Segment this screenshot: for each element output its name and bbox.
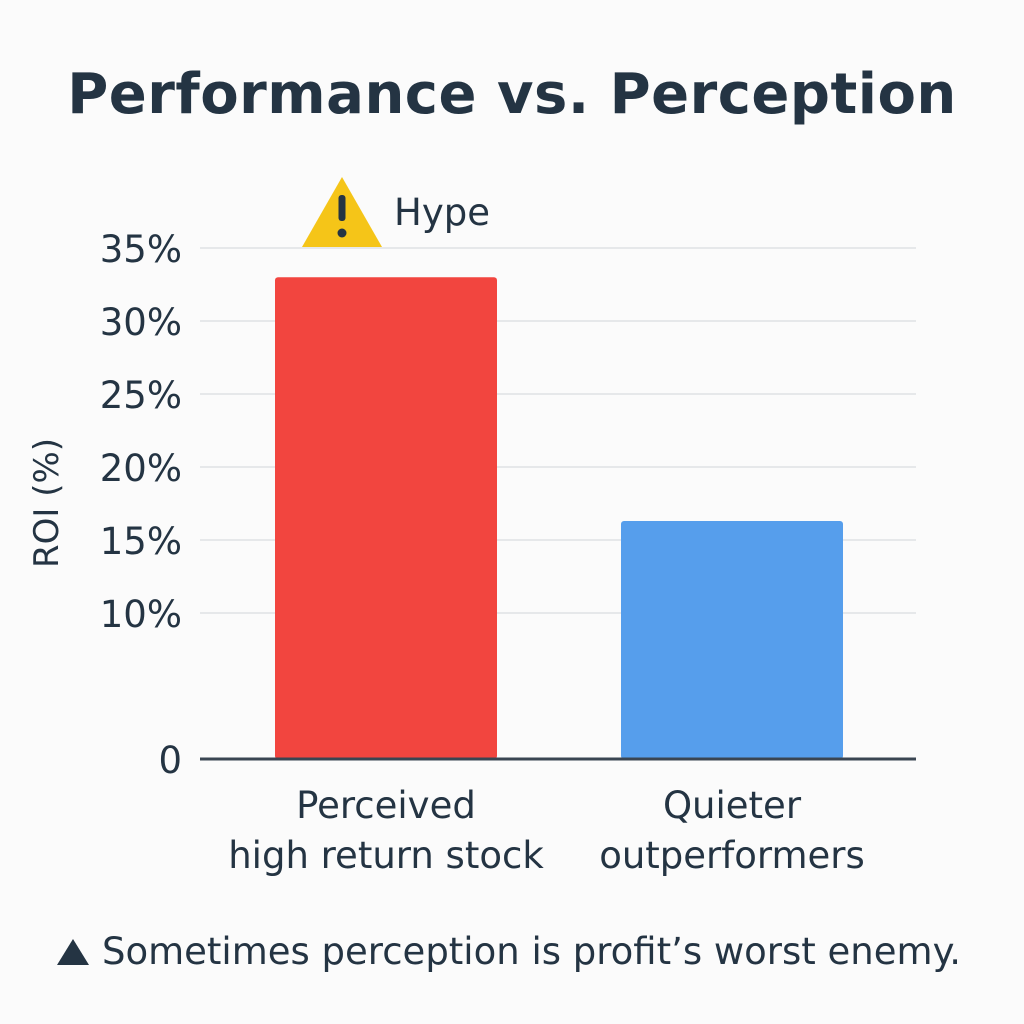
bar	[621, 521, 843, 759]
triangle-icon	[57, 938, 89, 965]
x-tick-label: Quieter outperformers	[599, 784, 865, 877]
warning-icon	[302, 177, 382, 247]
x-tick-label: Perceived high return stock	[228, 784, 544, 877]
y-tick-label: 30%	[100, 301, 182, 344]
footnote: Sometimes perception is profit’s worst e…	[56, 930, 961, 973]
chart-title: Performance vs. Perception	[67, 62, 957, 127]
y-tick-label: 25%	[100, 374, 182, 417]
footnote-text: Sometimes perception is profit’s worst e…	[102, 930, 961, 973]
y-tick-label: 15%	[100, 520, 182, 563]
y-tick-label: 10%	[100, 593, 182, 636]
bar	[275, 277, 497, 759]
y-tick-label: 35%	[100, 228, 182, 271]
y-tick-label: 20%	[100, 447, 182, 490]
y-axis-label: ROI (%)	[27, 438, 67, 568]
annotation-label: Hype	[394, 191, 490, 234]
y-tick-label: 0	[158, 739, 182, 782]
